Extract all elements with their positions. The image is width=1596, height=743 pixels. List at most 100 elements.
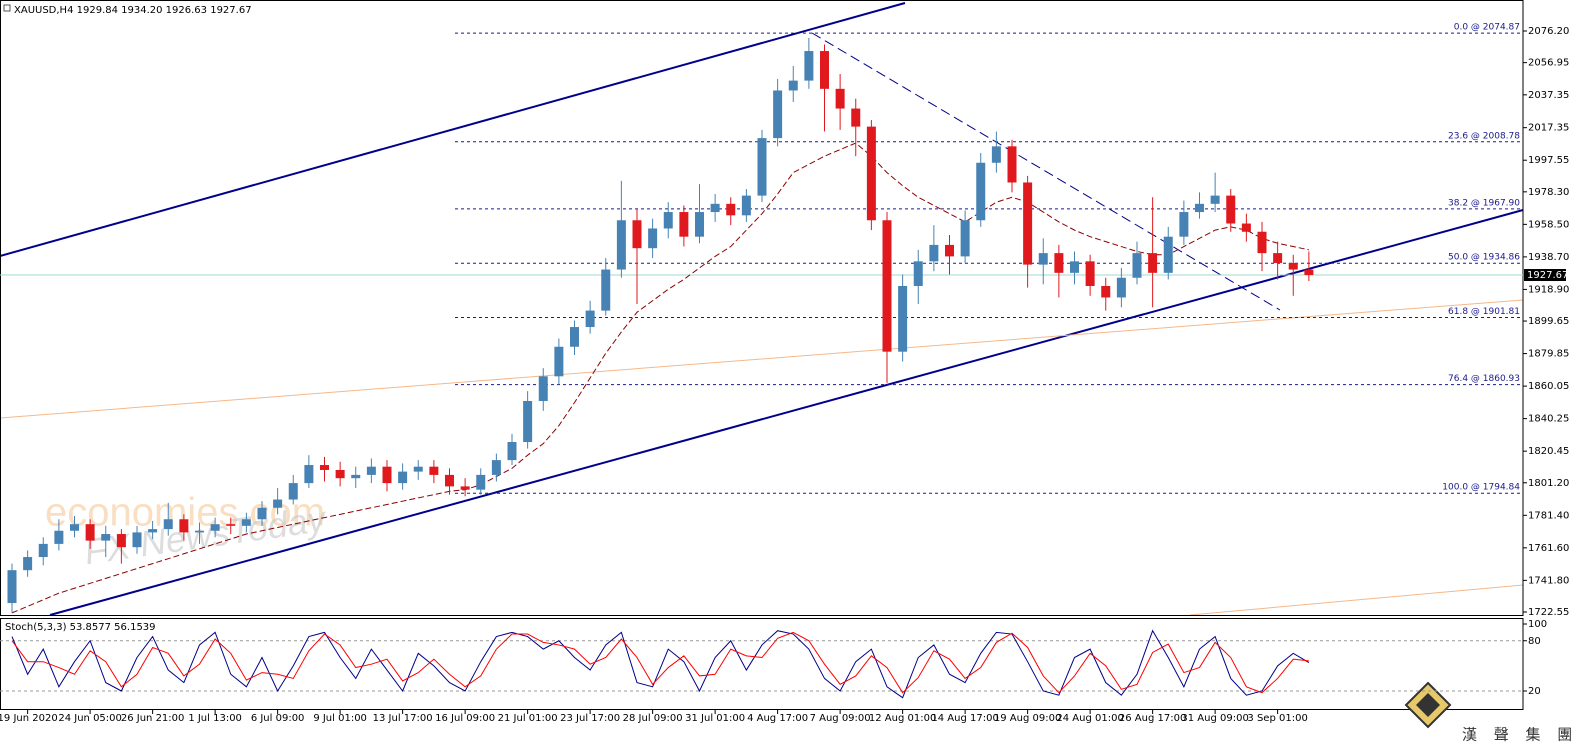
x-tick-label: 9 Jul 01:00 — [313, 713, 367, 724]
candle-body — [585, 310, 595, 328]
fib-label: 61.8 @ 1901.81 — [1448, 307, 1520, 317]
x-tick-label: 4 Aug 17:00 — [747, 713, 808, 724]
x-tick-label: 19 Jun 2020 — [0, 713, 58, 724]
candle-body — [1038, 253, 1048, 265]
candle-body — [257, 507, 267, 520]
candle-body — [898, 285, 908, 352]
y-tick-label: 80 — [1528, 636, 1541, 647]
candle-body — [460, 486, 470, 490]
candle-body — [835, 88, 845, 109]
channel-upper — [0, 2, 906, 257]
stoch-line — [11, 629, 1310, 699]
candle-body — [820, 51, 829, 89]
logo-text: 漢 聲 集 團 — [1462, 726, 1578, 743]
x-tick-label: 19 Aug 09:00 — [994, 713, 1061, 724]
stoch-line — [11, 631, 1309, 694]
candle-body — [1148, 253, 1158, 273]
y-tick-label: 1820.45 — [1528, 446, 1569, 457]
candle-body — [726, 203, 736, 216]
fib-label: 50.0 @ 1934.86 — [1448, 253, 1520, 263]
y-tick-label: 1997.55 — [1528, 155, 1569, 166]
candle-body — [679, 212, 689, 237]
candle-body — [241, 519, 251, 526]
candle-body — [913, 261, 923, 286]
candle-body — [773, 90, 783, 139]
fib-label: 0.0 @ 2074.87 — [1454, 23, 1520, 33]
candle-body — [632, 220, 642, 249]
y-tick-label: 2056.95 — [1528, 58, 1569, 69]
y-tick-label: 1840.25 — [1528, 414, 1569, 425]
candle-body — [445, 474, 454, 487]
x-tick-label: 24 Jun 05:00 — [58, 713, 122, 724]
logo-mark — [1416, 693, 1440, 717]
fib-label: 38.2 @ 1967.90 — [1448, 198, 1520, 208]
candle-body — [210, 524, 220, 531]
candle-body — [1116, 277, 1126, 298]
candle-body — [148, 529, 158, 533]
y-tick-label: 1958.50 — [1528, 219, 1569, 230]
candle-body — [429, 466, 439, 475]
candle-body — [960, 220, 970, 257]
candle-body — [1179, 212, 1189, 237]
candle-body — [976, 162, 986, 221]
x-tick-label: 28 Jul 09:00 — [623, 713, 683, 724]
x-tick-label: 1 Jul 13:00 — [188, 713, 242, 724]
candle-body — [507, 442, 517, 461]
candle-body — [195, 530, 204, 533]
y-tick-label: 1722.55 — [1528, 607, 1569, 618]
candle-body — [554, 346, 564, 377]
candle-body — [616, 220, 626, 270]
candle-body — [304, 465, 314, 484]
x-tick-label: 16 Jul 09:00 — [435, 713, 495, 724]
candle-body — [476, 474, 486, 490]
candle-body — [1054, 253, 1064, 273]
candle-body — [695, 212, 704, 237]
candle-body — [1210, 195, 1220, 204]
y-tick-label: 20 — [1528, 686, 1541, 697]
candle-body — [851, 108, 861, 127]
candle-body — [1226, 195, 1236, 224]
candle-body — [741, 195, 751, 216]
last-price-box — [1524, 269, 1566, 282]
x-tick-label: 24 Aug 01:00 — [1056, 713, 1123, 724]
y-tick-label: 1801.20 — [1528, 478, 1569, 489]
moving-average — [11, 142, 1309, 614]
candle-body — [945, 244, 954, 257]
y-tick-label: 1938.70 — [1528, 252, 1569, 263]
candle-body — [320, 465, 329, 470]
candle-body — [335, 469, 345, 479]
candle-body — [788, 80, 798, 91]
y-tick-label: 2076.20 — [1528, 26, 1569, 37]
candle-body — [1195, 203, 1204, 213]
candle-body — [1007, 146, 1017, 183]
fib-label: 100.0 @ 1794.84 — [1442, 483, 1520, 493]
x-tick-label: 21 Jul 01:00 — [498, 713, 558, 724]
candle-body — [804, 51, 814, 81]
candle-body — [1273, 253, 1283, 263]
candle-body — [866, 126, 876, 221]
y-tick-label: 2017.35 — [1528, 123, 1569, 134]
icon — [3, 4, 11, 12]
stoch-frame — [0, 618, 1524, 710]
orange-trend — [0, 299, 1524, 419]
orange-trend — [1189, 584, 1524, 616]
downtrend — [811, 32, 1281, 311]
candle-body — [23, 557, 33, 571]
fib-label: 76.4 @ 1860.93 — [1448, 374, 1520, 384]
candle-body — [226, 524, 236, 526]
y-tick-label: 1978.30 — [1528, 187, 1569, 198]
x-tick-label: 6 Jul 09:00 — [251, 713, 305, 724]
x-tick-label: 12 Aug 01:00 — [869, 713, 936, 724]
candle-body — [991, 146, 1001, 163]
candle-body — [1257, 231, 1267, 254]
candle-body — [382, 466, 392, 484]
candle-body — [648, 228, 658, 249]
candle-body — [366, 466, 376, 475]
candle-body — [1101, 285, 1111, 298]
y-tick-label: 1741.80 — [1528, 575, 1569, 586]
y-tick-label: 1781.40 — [1528, 510, 1569, 521]
y-tick-label: 1879.85 — [1528, 349, 1569, 360]
y-tick-label: 1899.65 — [1528, 316, 1569, 327]
x-tick-label: 3 Sep 01:00 — [1247, 713, 1307, 724]
x-tick-label: 23 Jul 17:00 — [560, 713, 620, 724]
